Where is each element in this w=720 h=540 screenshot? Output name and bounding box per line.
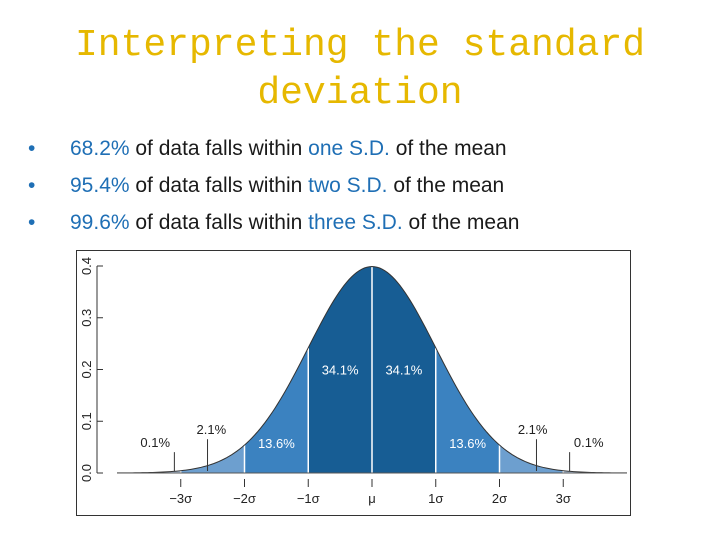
bullet-sd: two S.D. bbox=[308, 174, 388, 197]
region-percent-label: 13.6% bbox=[449, 436, 486, 451]
x-tick-label: μ bbox=[368, 491, 376, 506]
bullet-list: • 68.2% of data falls within one S.D. of … bbox=[28, 130, 519, 241]
region-percent-label: 34.1% bbox=[385, 363, 422, 378]
x-tick-label: −2σ bbox=[233, 491, 256, 506]
slide-title: Interpreting the standard deviation bbox=[0, 22, 720, 118]
bullet-text-end: of the mean bbox=[389, 137, 507, 160]
region-fill-7 bbox=[499, 445, 564, 473]
bullet-dot-icon: • bbox=[28, 137, 36, 160]
x-tick-label: −1σ bbox=[297, 491, 320, 506]
region-percent-label: 2.1% bbox=[518, 422, 548, 437]
region-percent-label: 0.1% bbox=[140, 435, 170, 450]
bullet-dot-icon: • bbox=[28, 174, 36, 197]
region-percent-label: 34.1% bbox=[322, 363, 359, 378]
bullet-text: of data falls within bbox=[129, 211, 309, 234]
bullet-sd: three S.D. bbox=[308, 211, 403, 234]
bullet-dot-icon: • bbox=[28, 211, 36, 234]
y-tick-label: 0.0 bbox=[79, 464, 94, 482]
chart-svg: 0.0 0.1 0.2 0.3 0.4 −3σ −2σ −1σ μ 1σ 2σ 3σ 0.1% 2.1% 1… bbox=[79, 257, 628, 506]
normal-distribution-chart: 0.0 0.1 0.2 0.3 0.4 −3σ −2σ −1σ μ 1σ 2σ 3σ 0.1% 2.1% 1… bbox=[76, 250, 631, 516]
y-tick-label: 0.2 bbox=[79, 360, 94, 378]
slide-title-line2: deviation bbox=[257, 72, 463, 115]
region-fill-2 bbox=[180, 445, 245, 473]
bullet-item-1: • 68.2% of data falls within one S.D. of … bbox=[28, 130, 519, 167]
bullet-item-3: • 99.6% of data falls within three S.D. o… bbox=[28, 204, 519, 241]
y-tick-label: 0.1 bbox=[79, 412, 94, 430]
y-tick-label: 0.4 bbox=[79, 257, 94, 275]
bullet-text-end: of the mean bbox=[387, 174, 505, 197]
bullet-percent: 68.2% bbox=[70, 137, 130, 160]
bullet-text: of data falls within bbox=[129, 137, 309, 160]
density-curve bbox=[116, 266, 628, 474]
x-tick-label: −3σ bbox=[169, 491, 192, 506]
x-tick-label: 3σ bbox=[556, 491, 571, 506]
slide-title-line1: Interpreting the standard bbox=[74, 24, 646, 67]
bullet-percent: 99.6% bbox=[70, 211, 130, 234]
region-percent-label: 13.6% bbox=[258, 436, 295, 451]
bullet-percent: 95.4% bbox=[70, 174, 130, 197]
region-percent-label: 0.1% bbox=[574, 435, 604, 450]
bullet-text-end: of the mean bbox=[402, 211, 520, 234]
bullet-text: of data falls within bbox=[129, 174, 309, 197]
region-percent-label: 2.1% bbox=[197, 422, 227, 437]
bullet-sd: one S.D. bbox=[308, 137, 390, 160]
y-tick-label: 0.3 bbox=[79, 309, 94, 327]
x-tick-label: 2σ bbox=[492, 491, 507, 506]
x-tick-label: 1σ bbox=[428, 491, 443, 506]
bullet-item-2: • 95.4% of data falls within two S.D. of … bbox=[28, 167, 519, 204]
